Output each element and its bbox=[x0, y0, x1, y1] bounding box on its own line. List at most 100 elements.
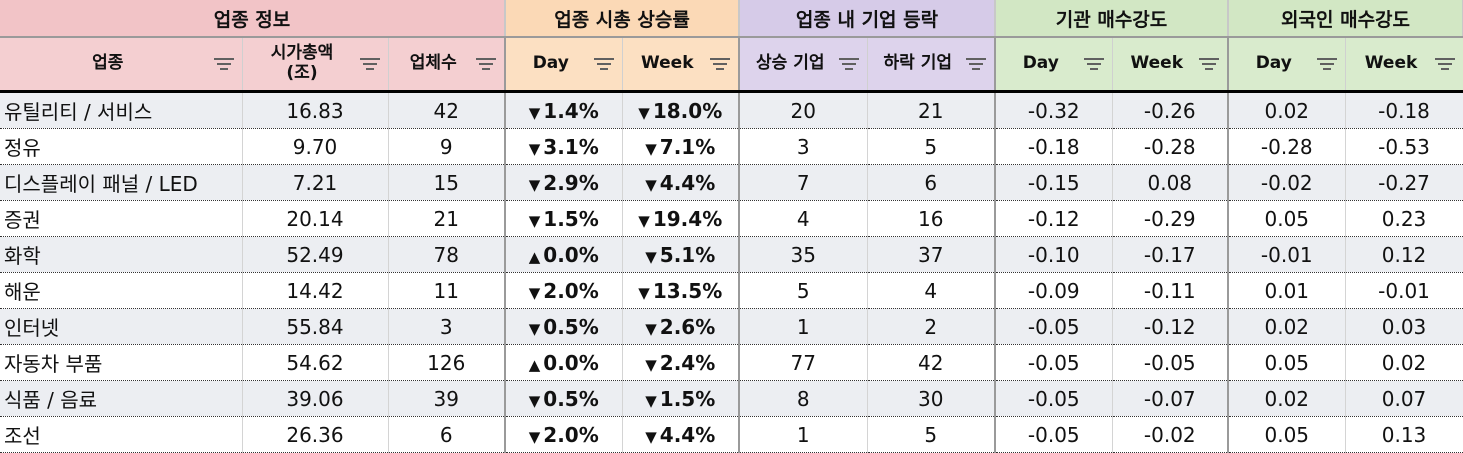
percent-value: 0.0% bbox=[543, 350, 599, 375]
column-header-institution-week[interactable]: Week bbox=[1112, 37, 1230, 93]
market-cap-cell: 16.83 bbox=[242, 91, 389, 129]
institution-day-cell: -0.15 bbox=[995, 164, 1113, 201]
table-row: 화학 52.49 78 ▲ 0.0% ▼ 5.1% 35 37 -0.10 -0.17 -0.01 0.… bbox=[0, 236, 1463, 273]
foreign-week-cell: 0.23 bbox=[1345, 200, 1463, 237]
falling-count-cell: 6 bbox=[867, 164, 997, 201]
falling-count-cell: 37 bbox=[867, 236, 997, 273]
filter-icon[interactable] bbox=[1434, 58, 1455, 72]
foreign-week-cell: 0.12 bbox=[1345, 236, 1463, 273]
institution-day-cell: -0.32 bbox=[995, 91, 1113, 129]
company-count-cell: 126 bbox=[388, 344, 507, 381]
falling-count-cell: 21 bbox=[867, 91, 997, 129]
triangle-down-icon: ▼ bbox=[528, 211, 541, 230]
sector-name-cell: 식품 / 음료 bbox=[0, 380, 243, 417]
sector-name-cell: 증권 bbox=[0, 200, 243, 237]
triangle-down-icon: ▼ bbox=[645, 427, 657, 446]
column-header-rising[interactable]: 상승 기업 bbox=[739, 37, 868, 93]
filter-icon[interactable] bbox=[1316, 58, 1337, 72]
institution-day-cell: -0.05 bbox=[995, 380, 1113, 417]
market-cap-cell: 14.42 bbox=[242, 272, 389, 309]
table-row: 자동차 부품 54.62 126 ▲ 0.0% ▼ 2.4% 77 42 -0.05 -0.05 0.… bbox=[0, 344, 1463, 381]
triangle-down-icon: ▼ bbox=[528, 139, 541, 158]
sector-name-cell: 해운 bbox=[0, 272, 243, 309]
triangle-up-icon: ▲ bbox=[528, 355, 541, 374]
filter-icon[interactable] bbox=[359, 58, 380, 72]
rising-count-cell: 1 bbox=[739, 416, 868, 453]
column-header-falling[interactable]: 하락 기업 bbox=[867, 37, 997, 93]
rising-count-cell: 5 bbox=[739, 272, 868, 309]
foreign-day-cell: 0.05 bbox=[1228, 200, 1346, 237]
market-day-change-cell: ▼ 0.5% bbox=[505, 380, 623, 417]
rising-count-cell: 35 bbox=[739, 236, 868, 273]
market-week-change-cell: ▼ 5.1% bbox=[622, 236, 741, 273]
group-header-institution-strength: 기관 매수강도 bbox=[995, 0, 1230, 38]
market-week-change-cell: ▼ 2.4% bbox=[622, 344, 741, 381]
column-header-market-week[interactable]: Week bbox=[622, 37, 741, 93]
company-count-cell: 15 bbox=[388, 164, 507, 201]
foreign-day-cell: -0.02 bbox=[1228, 164, 1346, 201]
table-row: 인터넷 55.84 3 ▼ 0.5% ▼ 2.6% 1 2 -0.05 -0.12 0.02 0.03 bbox=[0, 308, 1463, 345]
filter-icon[interactable] bbox=[593, 58, 614, 72]
rising-count-cell: 8 bbox=[739, 380, 868, 417]
filter-icon[interactable] bbox=[213, 58, 234, 72]
percent-value: 0.0% bbox=[543, 242, 599, 267]
group-header-market-cap-change: 업종 시총 상승률 bbox=[505, 0, 741, 38]
filter-icon[interactable] bbox=[1199, 58, 1220, 72]
company-count-cell: 11 bbox=[388, 272, 507, 309]
column-header-market-day[interactable]: Day bbox=[505, 37, 623, 93]
institution-day-cell: -0.05 bbox=[995, 344, 1113, 381]
institution-day-cell: -0.12 bbox=[995, 200, 1113, 237]
market-day-change-cell: ▼ 2.0% bbox=[505, 272, 623, 309]
market-cap-label: 시가총액 (조) bbox=[270, 43, 334, 83]
company-count-cell: 78 bbox=[388, 236, 507, 273]
institution-week-cell: -0.11 bbox=[1112, 272, 1230, 309]
company-count-cell: 6 bbox=[388, 416, 507, 453]
filter-icon[interactable] bbox=[1083, 58, 1104, 72]
triangle-down-icon: ▼ bbox=[645, 175, 657, 194]
market-day-change-cell: ▲ 0.0% bbox=[505, 344, 623, 381]
rising-count-cell: 20 bbox=[739, 91, 868, 129]
market-cap-cell: 52.49 bbox=[242, 236, 389, 273]
market-week-change-cell: ▼ 7.1% bbox=[622, 128, 741, 165]
falling-count-cell: 2 bbox=[867, 308, 997, 345]
foreign-week-cell: -0.27 bbox=[1345, 164, 1463, 201]
filter-icon[interactable] bbox=[710, 58, 731, 72]
company-count-cell: 3 bbox=[388, 308, 507, 345]
market-day-change-cell: ▼ 3.1% bbox=[505, 128, 623, 165]
falling-count-cell: 30 bbox=[867, 380, 997, 417]
column-header-company-count[interactable]: 업체수 bbox=[388, 37, 507, 93]
triangle-down-icon: ▼ bbox=[528, 103, 541, 122]
filter-icon[interactable] bbox=[838, 58, 859, 72]
foreign-day-cell: 0.02 bbox=[1228, 308, 1346, 345]
institution-week-cell: -0.29 bbox=[1112, 200, 1230, 237]
percent-value: 4.4% bbox=[659, 170, 716, 195]
market-week-change-cell: ▼ 19.4% bbox=[622, 200, 741, 237]
falling-count-cell: 5 bbox=[867, 128, 997, 165]
column-header-market-cap[interactable]: 시가총액 (조) bbox=[242, 37, 389, 93]
percent-value: 18.0% bbox=[652, 98, 723, 123]
foreign-week-cell: -0.18 bbox=[1345, 91, 1463, 129]
triangle-down-icon: ▼ bbox=[645, 355, 657, 374]
institution-day-cell: -0.05 bbox=[995, 416, 1113, 453]
filter-icon[interactable] bbox=[476, 58, 497, 72]
market-cap-cell: 54.62 bbox=[242, 344, 389, 381]
institution-week-cell: -0.12 bbox=[1112, 308, 1230, 345]
group-header-advance-decline: 업종 내 기업 등락 bbox=[739, 0, 997, 38]
table-row: 정유 9.70 9 ▼ 3.1% ▼ 7.1% 3 5 -0.18 -0.28 -0.28 -0.53 bbox=[0, 128, 1463, 165]
table-row: 디스플레이 패널 / LED 7.21 15 ▼ 2.9% ▼ 4.4% 7 6 -0.15 0.0… bbox=[0, 164, 1463, 201]
column-header-foreign-week[interactable]: Week bbox=[1345, 37, 1463, 93]
foreign-day-cell: 0.02 bbox=[1228, 380, 1346, 417]
triangle-down-icon: ▼ bbox=[638, 211, 650, 230]
percent-value: 1.5% bbox=[543, 206, 599, 231]
column-header-foreign-day[interactable]: Day bbox=[1228, 37, 1346, 93]
foreign-day-cell: -0.01 bbox=[1228, 236, 1346, 273]
market-cap-cell: 7.21 bbox=[242, 164, 389, 201]
filter-icon[interactable] bbox=[966, 58, 987, 72]
market-day-change-cell: ▼ 2.9% bbox=[505, 164, 623, 201]
market-cap-cell: 9.70 bbox=[242, 128, 389, 165]
triangle-down-icon: ▼ bbox=[528, 391, 541, 410]
falling-count-cell: 42 bbox=[867, 344, 997, 381]
column-header-institution-day[interactable]: Day bbox=[995, 37, 1113, 93]
foreign-week-cell: 0.02 bbox=[1345, 344, 1463, 381]
column-header-sector[interactable]: 업종 bbox=[0, 37, 243, 93]
